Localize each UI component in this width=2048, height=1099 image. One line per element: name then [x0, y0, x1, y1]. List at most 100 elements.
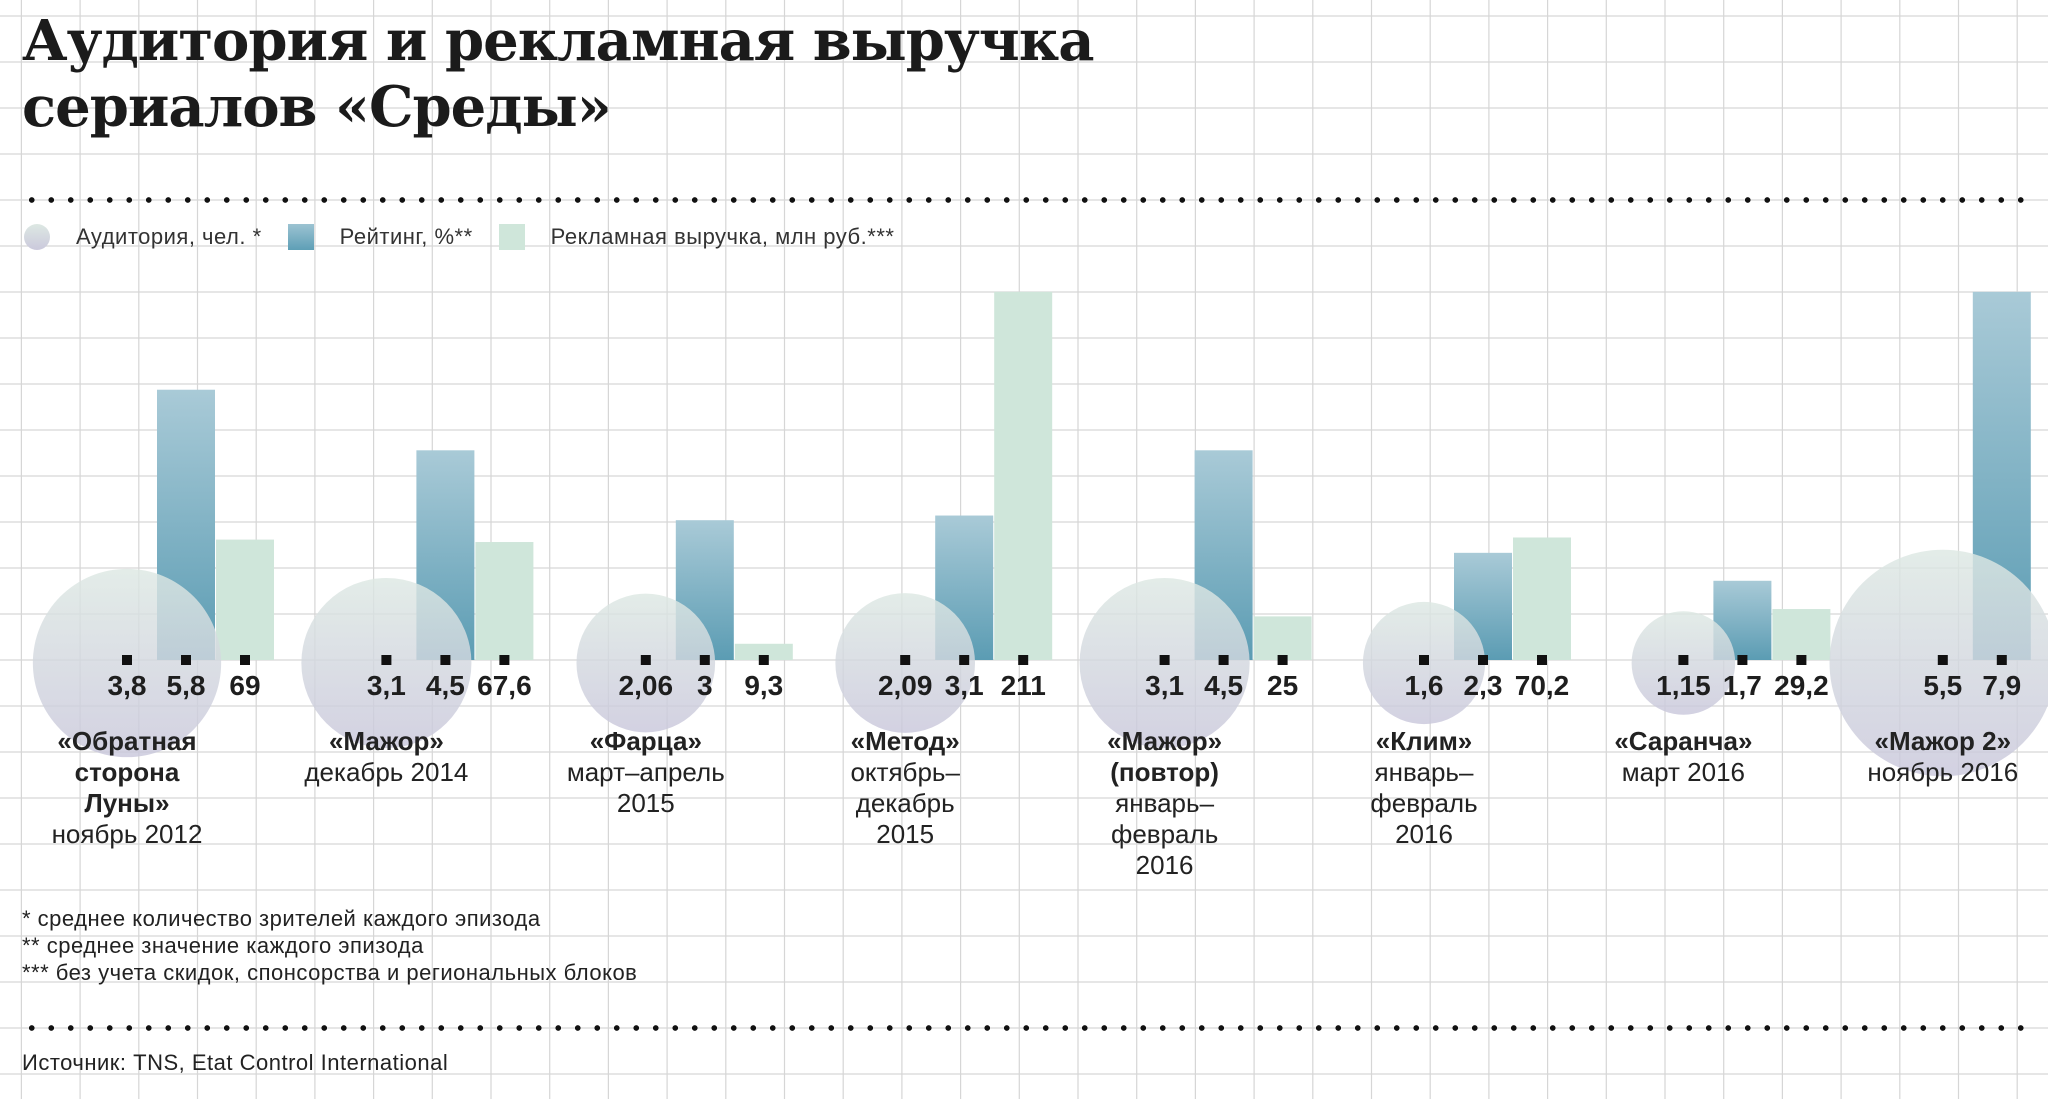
- revenue-value-label: 29,2: [1774, 670, 1829, 701]
- revenue-value-label: 9,3: [744, 670, 784, 701]
- series-title: «Мажор»: [328, 726, 444, 756]
- footnote-2: ** среднее значение каждого эпизода: [22, 933, 424, 958]
- rating-value-label: 5,8: [166, 670, 206, 701]
- air-period: март–апрель: [566, 757, 725, 787]
- rating-value-label: 4,5: [425, 670, 465, 701]
- baseline-marker: [640, 655, 651, 665]
- revenue-value-label: 69: [229, 670, 261, 701]
- legend-audience-circle-icon: [24, 224, 50, 250]
- air-period: 2015: [876, 819, 935, 849]
- baseline-marker: [1018, 655, 1029, 665]
- revenue-value-label: 67,6: [477, 670, 532, 701]
- rating-value-label: 3: [697, 670, 713, 701]
- baseline-marker: [499, 655, 510, 665]
- baseline-marker: [181, 655, 191, 665]
- baseline-marker: [1277, 655, 1288, 665]
- baseline-marker: [1678, 655, 1689, 665]
- baseline-marker: [1737, 655, 1748, 665]
- revenue-bar: [1772, 609, 1831, 660]
- audience-value-label: 5,5: [1923, 670, 1963, 701]
- rating-value-label: 3,1: [944, 670, 984, 701]
- source-note: Источник: TNS, Etat Control Internationa…: [22, 1050, 449, 1075]
- audience-value-label: 1,15: [1656, 670, 1711, 701]
- audience-value-label: 2,09: [877, 670, 933, 701]
- dotted-divider-top: [22, 197, 2032, 203]
- legend-rating-square-icon: [287, 224, 314, 250]
- baseline-marker: [1996, 655, 2007, 665]
- series-title: «Фарца»: [589, 726, 702, 756]
- revenue-bar: [475, 542, 534, 660]
- air-period: 2016: [1395, 819, 1453, 849]
- baseline-marker: [381, 655, 392, 665]
- air-period: ноябрь 2016: [1867, 757, 2019, 787]
- legend-audience-label: Аудитория, чел. *: [76, 224, 262, 249]
- baseline-marker: [1478, 655, 1488, 665]
- air-period: декабрь: [855, 788, 955, 818]
- series-title: (повтор): [1110, 757, 1219, 787]
- legend: Аудитория, чел. * Рейтинг, %** Рекламная…: [24, 224, 920, 250]
- air-period: 2016: [1135, 850, 1194, 880]
- baseline-marker: [699, 655, 710, 665]
- baseline-marker: [758, 655, 769, 665]
- revenue-bar: [734, 643, 793, 660]
- rating-value-label: 2,3: [1463, 670, 1503, 701]
- category-label: «Мажор» декабрь 2014: [304, 726, 468, 788]
- baseline-marker: [240, 655, 250, 665]
- air-period: февраль: [1110, 819, 1219, 849]
- revenue-bar: [1513, 537, 1571, 660]
- audience-value-label: 3,1: [366, 670, 406, 701]
- baseline-marker: [1159, 655, 1170, 665]
- title-line-2: сериалов «Среды»: [22, 74, 612, 140]
- revenue-bar: [216, 539, 274, 660]
- legend-revenue-label: Рекламная выручка, млн руб.***: [550, 224, 895, 249]
- air-period: февраль: [1370, 788, 1478, 818]
- revenue-bar: [1253, 616, 1312, 660]
- series-title: «Клим»: [1375, 726, 1473, 756]
- baseline-marker: [900, 655, 911, 665]
- air-period: март 2016: [1621, 757, 1745, 787]
- baseline-marker: [959, 655, 970, 665]
- rating-value-label: 1,7: [1722, 670, 1762, 701]
- revenue-value-label: 70,2: [1514, 670, 1570, 701]
- category-label: «Метод» октябрь– декабрь 2015: [850, 726, 959, 850]
- footnote-3: *** без учета скидок, спонсорства и реги…: [22, 960, 638, 985]
- footnotes: * среднее количество зрителей каждого эп…: [22, 905, 637, 986]
- series-title: «Обратная: [57, 726, 197, 756]
- series-title: «Саранча»: [1614, 726, 1753, 756]
- audience-value-label: 3,1: [1145, 670, 1185, 701]
- air-period: январь–: [1115, 788, 1215, 818]
- series-title: Луны»: [84, 788, 170, 818]
- revenue-value-label: 25: [1267, 670, 1299, 701]
- category-label: «Клим» январь– февраль 2016: [1370, 726, 1477, 850]
- air-period: ноябрь 2012: [51, 819, 203, 849]
- rating-value-label: 4,5: [1204, 670, 1244, 701]
- baseline-marker: [1419, 655, 1429, 665]
- air-period: январь–: [1374, 757, 1474, 787]
- category-label: «Мажор» (повтор) январь– февраль 2016: [1107, 726, 1222, 881]
- baseline-marker: [440, 655, 451, 665]
- air-period: декабрь 2014: [304, 757, 469, 787]
- baseline-marker: [122, 655, 132, 665]
- audience-value-label: 3,8: [107, 670, 147, 701]
- rating-value-label: 7,9: [1982, 670, 2022, 701]
- category-label: «Мажор 2» ноябрь 2016: [1867, 726, 2018, 788]
- series-title: «Мажор 2»: [1874, 726, 2012, 756]
- category-label: «Фарца» март–апрель 2015: [567, 726, 725, 819]
- chart-title: Аудитория и рекламная выручка сериалов «…: [22, 8, 1095, 140]
- air-period: 2015: [616, 788, 675, 818]
- audience-value-label: 1,6: [1404, 670, 1444, 701]
- footnote-1: * среднее количество зрителей каждого эп…: [22, 906, 541, 931]
- audience-value-label: 2,06: [618, 670, 674, 701]
- baseline-marker: [1796, 655, 1807, 665]
- revenue-bar: [994, 291, 1053, 660]
- dotted-divider-bottom: [22, 1025, 2032, 1031]
- baseline-marker: [1537, 655, 1547, 665]
- legend-rating-label: Рейтинг, %**: [339, 224, 473, 249]
- baseline-marker: [1937, 655, 1948, 665]
- series-title: «Мажор»: [1107, 726, 1223, 756]
- series-title: «Метод»: [850, 726, 960, 756]
- air-period: октябрь–: [850, 757, 960, 787]
- series-title: сторона: [74, 757, 180, 787]
- title-line-1: Аудитория и рекламная выручка: [22, 8, 1095, 74]
